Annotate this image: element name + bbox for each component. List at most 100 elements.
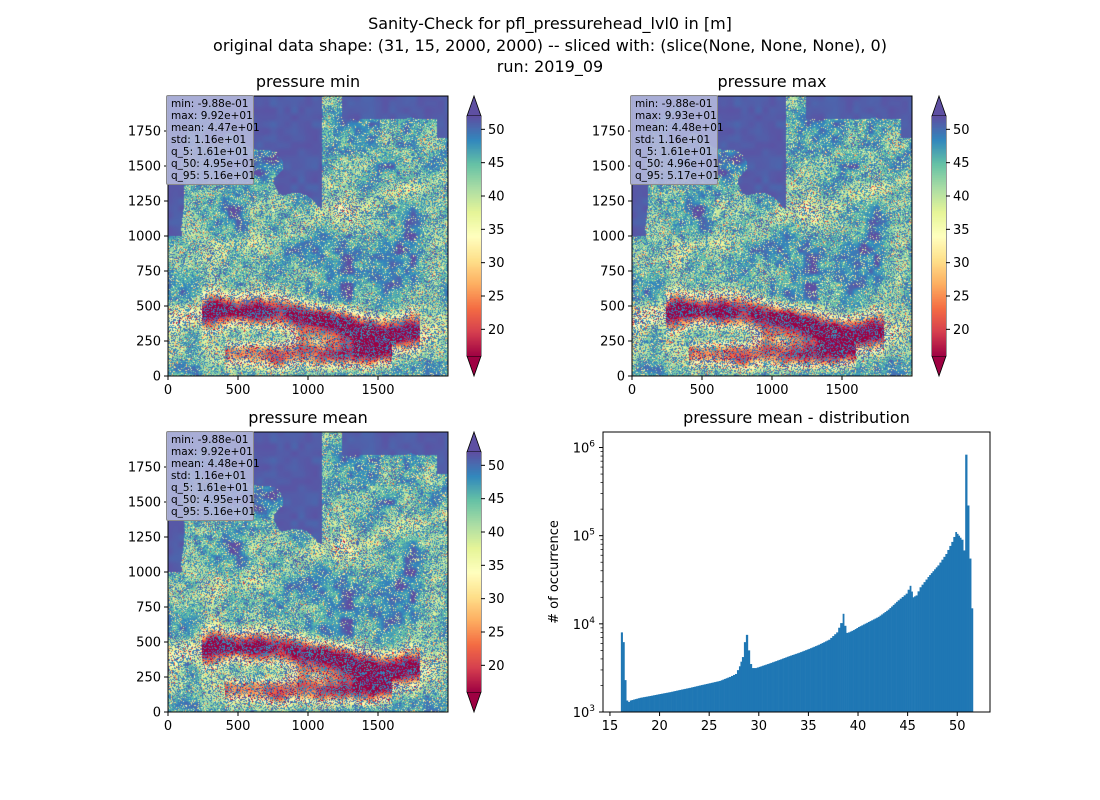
histogram-bar	[763, 665, 766, 712]
histogram-bar	[677, 690, 680, 712]
histogram-bar	[681, 689, 684, 712]
stat-line: mean: 4.47e+01	[171, 122, 260, 134]
histogram-bar	[687, 688, 690, 712]
histogram-bar	[869, 621, 872, 712]
histogram-bar	[643, 697, 645, 712]
panel-title-distribution: pressure mean - distribution	[683, 408, 910, 427]
histogram-bar	[892, 604, 895, 712]
histogram-bar	[941, 559, 944, 712]
stat-line: std: 1.16e+01	[171, 470, 247, 482]
histogram-bar	[959, 537, 962, 712]
histogram-bar	[861, 625, 864, 712]
histogram-bar	[780, 659, 783, 712]
histogram-bar	[753, 668, 756, 712]
histogram-bar	[707, 683, 710, 712]
histogram-bar	[915, 595, 918, 712]
stat-line: q_95: 5.17e+01	[635, 170, 720, 182]
histogram-bar	[874, 618, 877, 712]
histogram-bar	[871, 620, 874, 712]
histogram-bar	[686, 688, 688, 712]
histogram-bar	[754, 668, 758, 712]
histogram-bar	[858, 627, 860, 712]
histogram-bar	[958, 535, 961, 712]
histogram-bar	[836, 632, 839, 712]
histogram-bar	[734, 673, 738, 712]
histogram-bar	[848, 632, 851, 712]
stat-line: max: 9.93e+01	[635, 110, 717, 122]
histogram-bar	[955, 532, 958, 712]
histogram-bar	[741, 657, 745, 712]
histogram-bar	[927, 576, 930, 712]
histogram-bar	[917, 591, 920, 712]
histogram-bar	[801, 651, 804, 712]
histogram-bar	[762, 665, 765, 712]
histogram-bar	[965, 454, 968, 712]
histogram-bar	[620, 632, 623, 712]
stat-line: q_5: 1.61e+01	[171, 146, 249, 158]
histogram-bar	[830, 637, 833, 712]
histogram-bar	[641, 697, 644, 712]
histogram-bar	[945, 553, 948, 712]
histogram-bar	[638, 698, 641, 712]
y-tick-label: 103	[573, 704, 595, 721]
histogram-bar	[736, 670, 740, 712]
histogram-bar	[717, 681, 720, 712]
histogram-bar	[925, 579, 928, 712]
histogram-bar	[914, 596, 916, 712]
histogram-bar	[751, 668, 754, 712]
histogram-bar	[811, 647, 814, 712]
histogram-bar	[969, 558, 972, 712]
stat-line: std: 1.16e+01	[635, 134, 711, 146]
histogram-bar	[963, 550, 966, 712]
histogram-bar	[649, 695, 652, 712]
histogram-bar	[818, 644, 821, 712]
histogram-bar	[791, 655, 794, 712]
x-tick-label: 25	[701, 719, 718, 734]
histogram-bar	[810, 648, 813, 712]
histogram-bar	[891, 606, 894, 712]
histogram-bar	[834, 634, 837, 712]
panel-title-pressure-max: pressure max	[717, 72, 827, 91]
histogram-bar	[894, 603, 897, 712]
histogram-bar	[923, 582, 926, 712]
histogram-bar	[676, 690, 679, 712]
histogram-bar	[692, 687, 695, 712]
histogram-bar	[740, 661, 743, 712]
histogram-bar	[697, 685, 700, 712]
stat-line: min: -9.88e-01	[635, 98, 713, 110]
histogram-bar	[899, 598, 902, 712]
histogram-bar	[967, 505, 970, 712]
x-tick-label: 45	[899, 719, 916, 734]
y-tick-label: 105	[573, 528, 595, 545]
histogram-bar	[832, 636, 835, 712]
x-tick-label: 35	[800, 719, 817, 734]
histogram-bar	[854, 629, 857, 712]
stat-line: mean: 4.48e+01	[635, 122, 724, 134]
histogram-bar	[805, 650, 808, 712]
histogram-bar	[634, 699, 637, 712]
histogram-bar	[951, 541, 954, 712]
colorbar-pressure-mean	[467, 452, 481, 692]
histogram-bar	[651, 695, 654, 712]
histogram-bar	[813, 646, 816, 712]
figure-title-line-1: Sanity-Check for pfl_pressurehead_lvl0 i…	[368, 14, 732, 33]
histogram-bar	[679, 689, 682, 712]
histogram-bar	[846, 632, 849, 712]
stat-line: mean: 4.48e+01	[171, 458, 260, 470]
histogram-bar	[636, 698, 639, 712]
histogram-bar	[657, 694, 660, 712]
histogram-bar	[661, 693, 664, 712]
histogram-bar	[699, 685, 702, 712]
histogram-bar	[786, 656, 789, 712]
histogram-bar	[745, 634, 749, 712]
histogram-bar	[664, 693, 667, 712]
histogram-bar	[666, 692, 669, 712]
histogram-bar	[773, 661, 776, 712]
histogram-bar	[887, 609, 890, 712]
histogram-bar	[700, 685, 703, 712]
histogram-bar	[631, 700, 634, 712]
histogram-bar	[929, 575, 932, 712]
x-tick-label: 50	[949, 719, 966, 734]
histogram-bar	[795, 653, 798, 712]
histogram-bar	[690, 687, 693, 712]
